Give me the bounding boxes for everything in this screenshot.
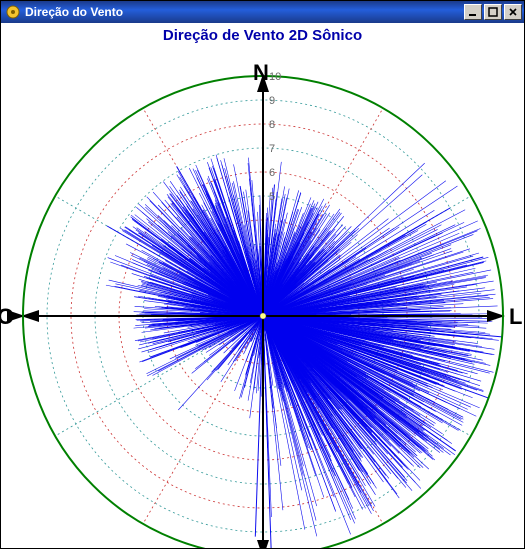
chart-area: Direção de Vento 2D Sônico 5678910NLSO — [1, 23, 524, 548]
radial-tick-label: 10 — [269, 71, 281, 83]
radial-tick-label: 9 — [269, 95, 275, 107]
maximize-button[interactable] — [484, 4, 502, 20]
radial-tick-label: 5 — [269, 191, 275, 203]
radial-tick-label: 8 — [269, 119, 275, 131]
window-title: Direção do Vento — [25, 5, 464, 19]
titlebar: Direção do Vento — [1, 1, 524, 23]
compass-label-e: L — [509, 304, 522, 329]
radial-tick-label: 6 — [269, 167, 275, 179]
radial-tick-label: 7 — [269, 143, 275, 155]
app-window: Direção do Vento Direção de Vento 2D Sôn… — [0, 0, 525, 549]
app-icon — [5, 4, 21, 20]
window-buttons — [464, 4, 522, 20]
compass-label-n: N — [253, 60, 269, 85]
close-button[interactable] — [504, 4, 522, 20]
polar-chart: 5678910NLSO — [1, 23, 524, 548]
minimize-button[interactable] — [464, 4, 482, 20]
compass-label-w: O — [1, 304, 14, 329]
